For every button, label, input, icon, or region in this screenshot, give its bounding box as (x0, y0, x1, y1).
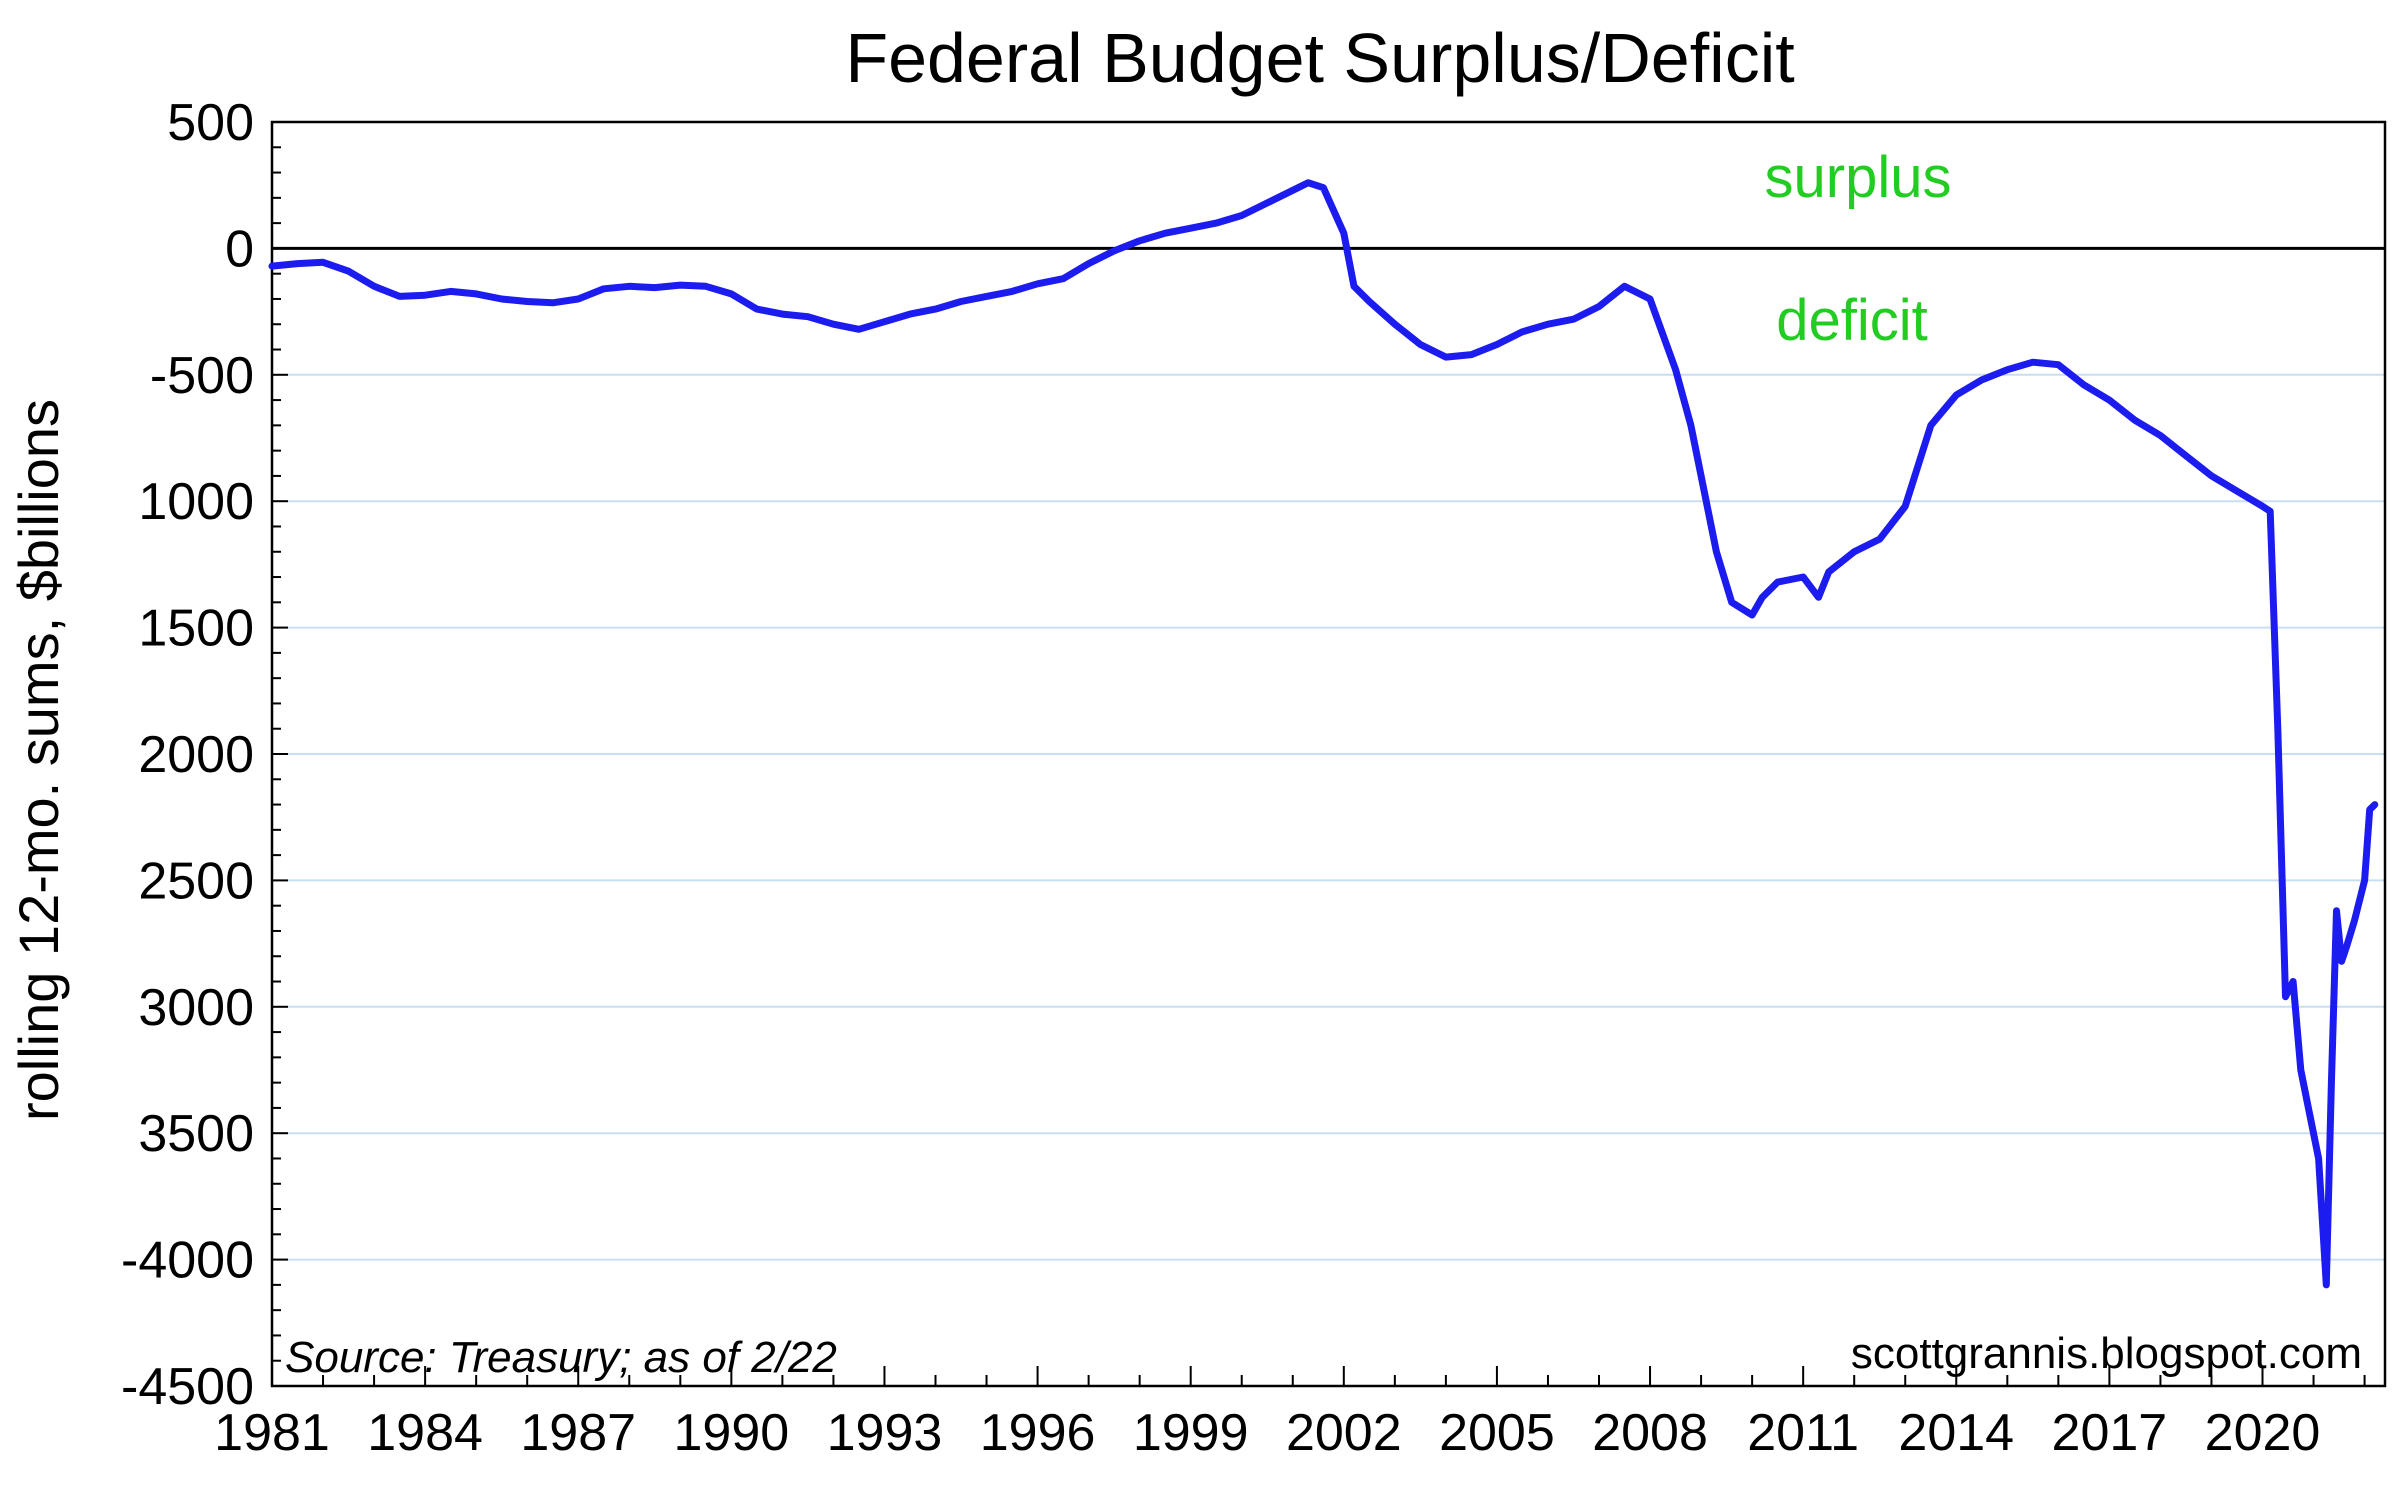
y-axis-label: rolling 12-mo. sums, $billions (7, 399, 70, 1121)
x-tick-label: 2017 (2052, 1404, 2168, 1462)
x-tick-label: 1996 (980, 1404, 1096, 1462)
chart-title: Federal Budget Surplus/Deficit (845, 19, 1794, 97)
y-tick-labels: 500 0 -500 1000 1500 2000 2500 3000 3500 -4000 -45… (121, 94, 254, 1416)
x-tick-label: 2020 (2205, 1404, 2321, 1462)
x-tick-label: 2005 (1439, 1404, 1555, 1462)
source-note: Source: Treasury; as of 2/22 (285, 1333, 837, 1382)
x-tick-label: 2014 (1898, 1404, 2014, 1462)
x-tick-label: 1990 (674, 1404, 790, 1462)
x-tick-label: 2002 (1286, 1404, 1402, 1462)
y-tick-label: 1500 (138, 600, 254, 658)
x-tick-label: 1999 (1133, 1404, 1249, 1462)
y-tick-label: 500 (167, 94, 254, 152)
y-tick-label: -4000 (121, 1232, 254, 1290)
y-tick-label: -500 (150, 347, 254, 405)
y-tick-label: 2500 (138, 852, 254, 910)
deficit-annotation: deficit (1776, 288, 1928, 353)
x-tick-label: 1984 (367, 1404, 483, 1462)
y-tick-label: 3500 (138, 1105, 254, 1163)
credit-note: scottgrannis.blogspot.com (1851, 1329, 2362, 1378)
y-tick-label: -4500 (121, 1358, 254, 1416)
x-tick-label: 2011 (1747, 1404, 1859, 1462)
x-tick-label: 1993 (827, 1404, 943, 1462)
y-tick-label: 0 (225, 220, 254, 278)
surplus-annotation: surplus (1765, 145, 1952, 210)
series-line (268, 179, 2379, 1289)
y-tick-label: 2000 (138, 726, 254, 784)
axis-ticks (271, 121, 2366, 1387)
y-tick-label: 1000 (138, 473, 254, 531)
x-tick-label: 1981 (214, 1404, 330, 1462)
y-tick-label: 3000 (138, 979, 254, 1037)
x-tick-labels: 1981 1984 1987 1990 1993 1996 1999 2002 2005 2008… (214, 1404, 2320, 1462)
x-tick-label: 2008 (1592, 1404, 1708, 1462)
grid-lines (272, 373, 2385, 1261)
x-tick-label: 1987 (520, 1404, 636, 1462)
series (268, 179, 2379, 1289)
